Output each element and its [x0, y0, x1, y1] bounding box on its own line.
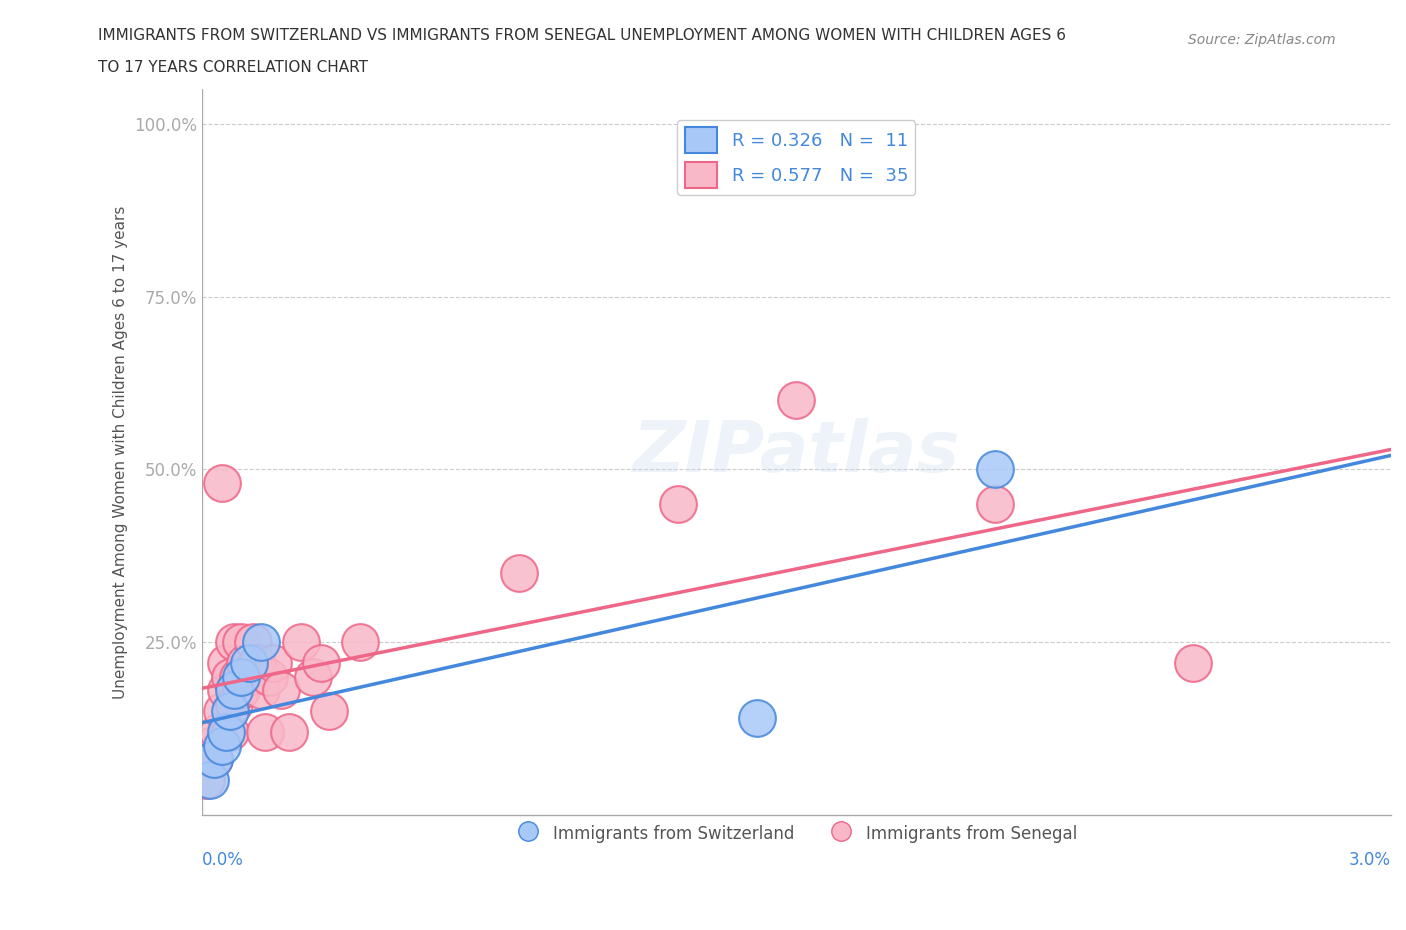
- Point: [214, 724, 236, 739]
- Point: [222, 634, 245, 649]
- Point: [242, 634, 264, 649]
- Y-axis label: Unemployment Among Women with Children Ages 6 to 17 years: Unemployment Among Women with Children A…: [114, 206, 128, 698]
- Point: [222, 697, 245, 711]
- Point: [235, 656, 257, 671]
- Point: [214, 683, 236, 698]
- Point: [198, 738, 221, 753]
- Point: [666, 497, 689, 512]
- Point: [983, 497, 1005, 512]
- Legend: Immigrants from Switzerland, Immigrants from Senegal: Immigrants from Switzerland, Immigrants …: [509, 817, 1084, 850]
- Point: [218, 724, 240, 739]
- Point: [301, 669, 323, 684]
- Point: [218, 704, 240, 719]
- Point: [246, 656, 269, 671]
- Point: [231, 683, 253, 698]
- Text: TO 17 YEARS CORRELATION CHART: TO 17 YEARS CORRELATION CHART: [98, 60, 368, 75]
- Text: 0.0%: 0.0%: [202, 851, 243, 869]
- Point: [785, 392, 807, 407]
- Point: [214, 656, 236, 671]
- Point: [508, 565, 530, 580]
- Point: [211, 475, 233, 490]
- Point: [270, 683, 292, 698]
- Text: IMMIGRANTS FROM SWITZERLAND VS IMMIGRANTS FROM SENEGAL UNEMPLOYMENT AMONG WOMEN : IMMIGRANTS FROM SWITZERLAND VS IMMIGRANT…: [98, 28, 1066, 43]
- Point: [262, 656, 284, 671]
- Point: [207, 724, 229, 739]
- Point: [250, 634, 273, 649]
- Point: [238, 669, 260, 684]
- Point: [257, 669, 280, 684]
- Point: [211, 704, 233, 719]
- Point: [194, 773, 217, 788]
- Point: [231, 634, 253, 649]
- Point: [198, 773, 221, 788]
- Point: [349, 634, 371, 649]
- Point: [309, 656, 332, 671]
- Point: [290, 634, 312, 649]
- Point: [1181, 656, 1204, 671]
- Point: [238, 656, 260, 671]
- Text: Source: ZipAtlas.com: Source: ZipAtlas.com: [1188, 33, 1336, 46]
- Point: [318, 704, 340, 719]
- Point: [983, 462, 1005, 477]
- Point: [745, 711, 768, 725]
- Point: [222, 683, 245, 698]
- Point: [202, 752, 225, 767]
- Point: [226, 669, 249, 684]
- Text: ZIPatlas: ZIPatlas: [633, 418, 960, 486]
- Point: [254, 724, 277, 739]
- Point: [202, 752, 225, 767]
- Point: [231, 669, 253, 684]
- Text: 3.0%: 3.0%: [1348, 851, 1391, 869]
- Point: [211, 738, 233, 753]
- Point: [278, 724, 301, 739]
- Point: [218, 669, 240, 684]
- Point: [250, 683, 273, 698]
